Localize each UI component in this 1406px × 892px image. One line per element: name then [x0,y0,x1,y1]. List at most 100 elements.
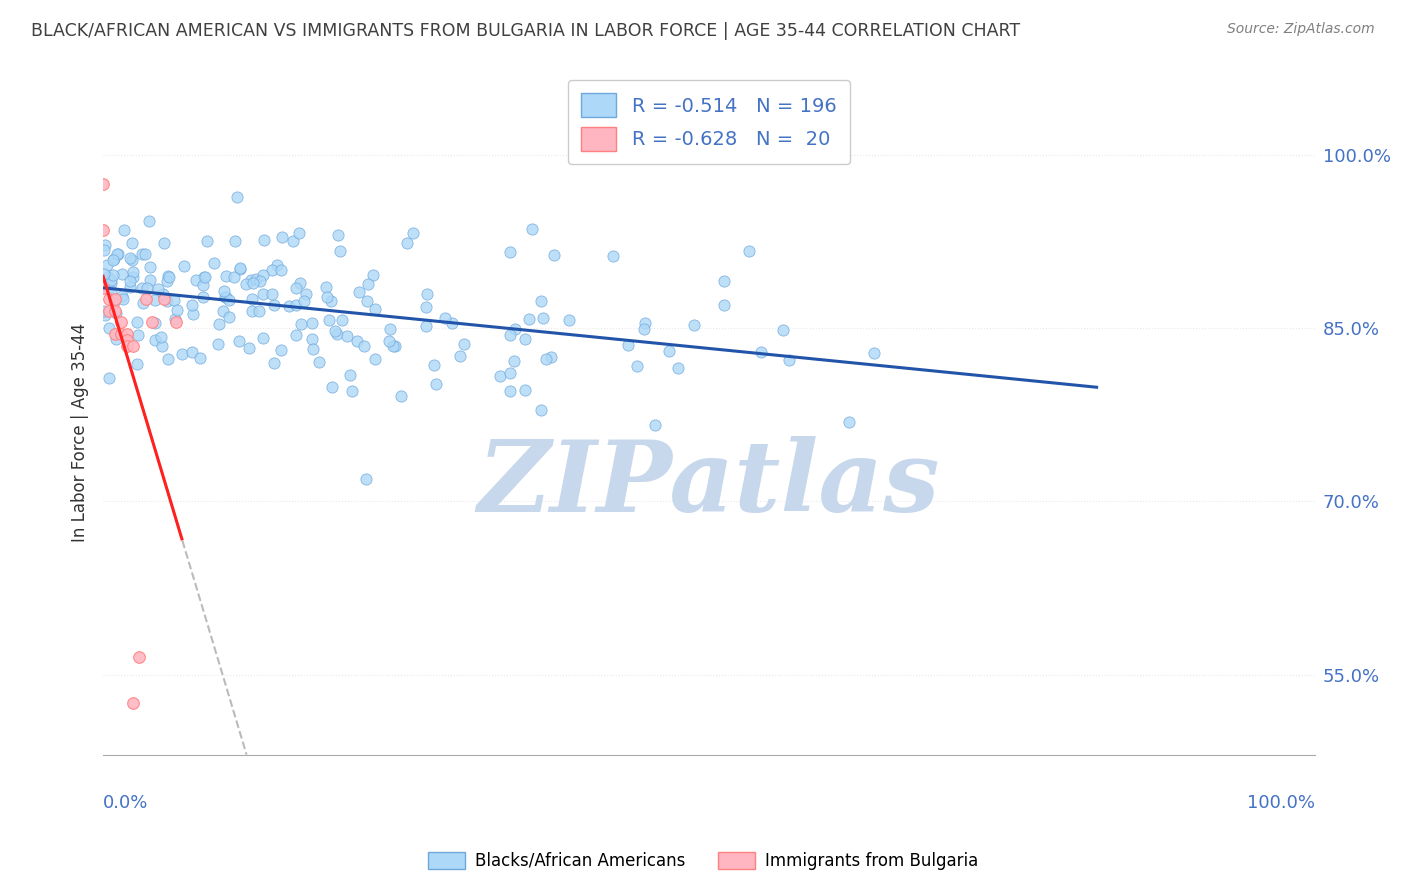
Text: ZIPatlas: ZIPatlas [478,435,941,533]
Point [356,293,378,308]
Point [125,315,148,329]
Point [626,359,648,374]
Point [150,339,173,353]
Point [449,349,471,363]
Point [266,258,288,272]
Point [378,334,401,348]
Point [270,230,292,244]
Point [389,389,412,403]
Point [260,262,283,277]
Point [122,697,145,711]
Legend: R = -0.514   N = 196, R = -0.628   N =  20: R = -0.514 N = 196, R = -0.628 N = 20 [568,80,851,164]
Point [121,235,143,250]
Point [260,286,283,301]
Point [208,317,231,331]
Point [347,285,370,299]
Point [163,293,186,307]
Point [180,345,202,359]
Point [149,330,172,344]
Point [263,297,285,311]
Point [453,336,475,351]
Point [316,290,339,304]
Point [252,287,274,301]
Point [384,338,406,352]
Point [284,297,307,311]
Point [270,262,292,277]
Point [125,357,148,371]
Point [319,294,342,309]
Point [212,304,235,318]
Point [245,272,267,286]
Point [131,247,153,261]
Point [285,327,308,342]
Point [228,262,250,277]
Point [104,304,127,318]
Point [285,281,308,295]
Point [100,284,122,298]
Point [184,273,207,287]
Point [96,258,118,272]
Point [283,235,305,249]
Point [191,290,214,304]
Point [122,338,145,352]
Point [172,347,194,361]
Text: Source: ZipAtlas.com: Source: ZipAtlas.com [1227,22,1375,37]
Point [308,355,330,369]
Point [107,247,129,261]
Point [104,293,127,307]
Point [263,356,285,370]
Point [270,343,292,357]
Point [295,287,318,301]
Point [155,274,177,288]
Point [301,333,323,347]
Point [536,352,558,367]
Point [713,297,735,311]
Point [515,332,537,346]
Point [278,299,301,313]
Point [225,190,247,204]
Point [346,334,368,348]
Point [240,273,263,287]
Point [425,377,447,392]
Point [543,248,565,262]
Point [215,290,238,304]
Point [212,285,235,299]
Point [156,351,179,366]
Point [238,342,260,356]
Point [103,268,125,283]
Point [181,298,204,312]
Point [135,293,157,307]
Point [97,270,120,285]
Point [301,316,323,330]
Point [778,353,800,368]
Point [143,293,166,307]
Point [93,304,115,318]
Point [499,327,522,342]
Point [105,332,128,346]
Point [128,650,150,665]
Point [323,324,346,338]
Point [103,252,125,266]
Point [134,246,156,260]
Point [644,417,666,432]
Point [364,352,387,367]
Point [94,238,117,252]
Point [602,249,624,263]
Point [558,313,581,327]
Point [326,228,349,243]
Point [396,235,419,250]
Point [240,292,263,306]
Point [193,269,215,284]
Point [318,312,340,326]
Point [380,322,402,336]
Point [122,265,145,279]
Point [207,336,229,351]
Point [381,339,404,353]
Point [292,294,315,309]
Point [100,272,122,286]
Point [173,260,195,274]
Point [104,306,127,320]
Point [321,380,343,394]
Point [249,274,271,288]
Text: 0.0%: 0.0% [103,794,149,812]
